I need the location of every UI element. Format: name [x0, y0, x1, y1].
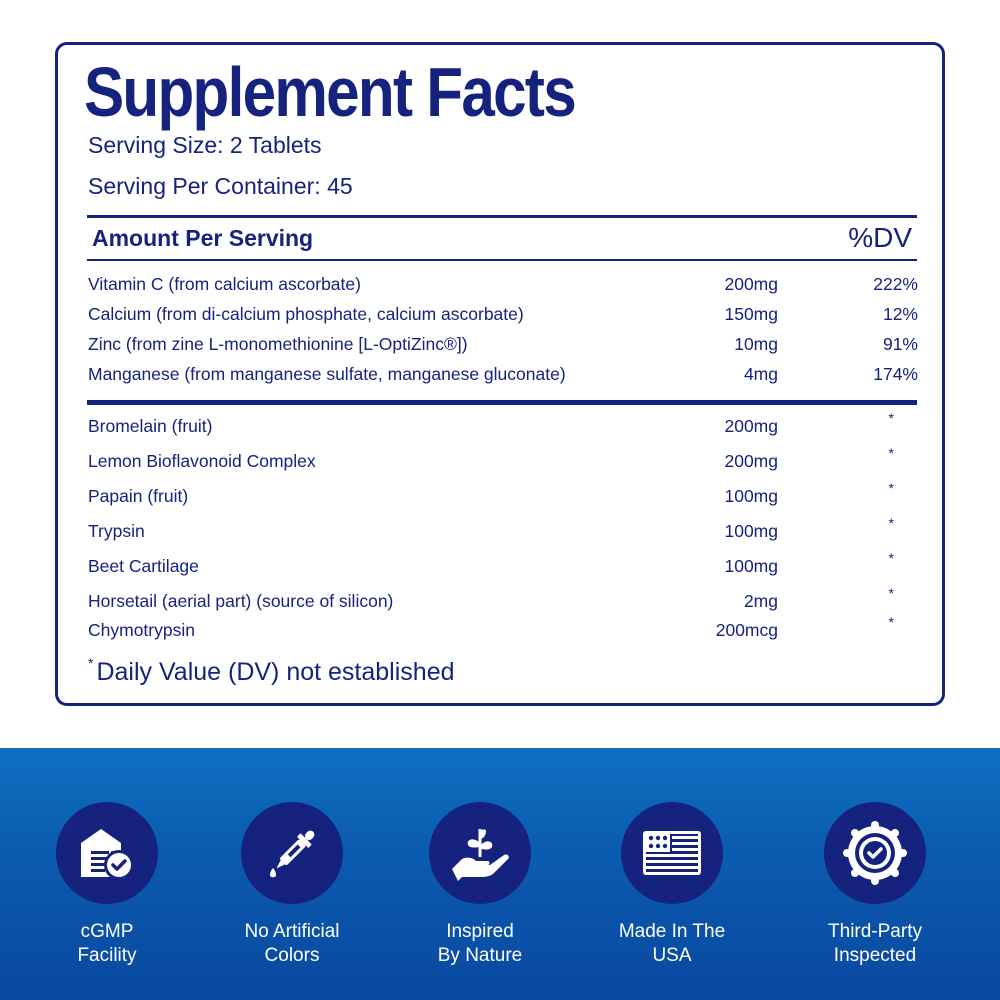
facility-check-icon	[56, 802, 158, 904]
ingredient-name: Bromelain (fruit)	[88, 416, 213, 436]
ingredient-name: Chymotrypsin	[88, 620, 195, 640]
table-row: Calcium (from di-calcium phosphate, calc…	[88, 301, 918, 327]
badge-caption: No Artificial Colors	[244, 921, 340, 966]
supplement-facts-panel: Supplement Facts Serving Size: 2 Tablets…	[55, 42, 945, 706]
ingredient-amount: 100mg	[724, 486, 778, 506]
ingredient-name: Papain (fruit)	[88, 486, 189, 506]
footnote: * Daily Value (DV) not established	[88, 655, 455, 690]
ingredient-amount: 10mg	[734, 334, 778, 354]
table-row: Chymotrypsin 200mcg *	[88, 614, 918, 643]
usa-flag-icon	[621, 802, 723, 904]
badge-no-artificial-colors: No Artificial Colors	[212, 802, 372, 968]
footnote-marker: *	[88, 655, 94, 671]
dv-not-established-marker: *	[888, 614, 894, 630]
thick-divider	[87, 400, 917, 405]
table-row: Trypsin 100mg *	[88, 515, 918, 544]
ingredient-amount: 100mg	[724, 521, 778, 541]
divider	[87, 259, 917, 261]
seal-check-icon	[824, 802, 926, 904]
ingredient-amount: 4mg	[743, 364, 778, 384]
divider	[87, 215, 917, 218]
table-row: Bromelain (fruit) 200mg *	[88, 410, 918, 439]
badge-inspired-by-nature: Inspired By Nature	[400, 802, 560, 968]
badge-caption: Third-Party Inspected	[828, 921, 922, 966]
ingredient-amount: 150mg	[724, 304, 778, 324]
ingredient-name: Vitamin C (from calcium ascorbate)	[88, 274, 361, 294]
servings-per-container: Serving Per Container: 45	[88, 173, 353, 199]
badge-cgmp-facility: cGMP Facility	[27, 802, 187, 968]
table-row: Papain (fruit) 100mg *	[88, 480, 918, 509]
table-row: Beet Cartilage 100mg *	[88, 550, 918, 579]
ingredient-name: Manganese (from manganese sulfate, manga…	[88, 364, 566, 384]
ingredient-name: Trypsin	[88, 521, 145, 541]
ingredient-dv: 174%	[873, 364, 918, 384]
dv-not-established-marker: *	[888, 550, 894, 566]
dv-not-established-marker: *	[888, 445, 894, 461]
ingredient-amount: 200mcg	[715, 620, 778, 640]
ingredient-name: Calcium (from di-calcium phosphate, calc…	[88, 304, 524, 324]
table-row: Horsetail (aerial part) (source of silic…	[88, 585, 918, 614]
ingredient-dv: 12%	[882, 304, 918, 324]
ingredient-dv: 222%	[873, 274, 918, 294]
amount-per-serving-header: Amount Per Serving	[92, 225, 314, 251]
ingredient-amount: 200mg	[724, 274, 778, 294]
panel-title: Supplement Facts	[84, 53, 577, 131]
ingredient-amount: 200mg	[724, 451, 778, 471]
dv-not-established-marker: *	[888, 585, 894, 601]
ingredient-amount: 100mg	[724, 556, 778, 576]
ingredient-dv: 91%	[882, 334, 918, 354]
dropper-icon	[241, 802, 343, 904]
badge-caption: cGMP Facility	[77, 921, 137, 966]
badge-caption: Inspired By Nature	[437, 921, 523, 966]
dv-not-established-marker: *	[888, 480, 894, 496]
ingredient-amount: 200mg	[724, 416, 778, 436]
ingredient-name: Beet Cartilage	[88, 556, 199, 576]
table-row: Lemon Bioflavonoid Complex 200mg *	[88, 445, 918, 474]
ingredient-amount: 2mg	[743, 591, 778, 611]
badge-made-in-usa: Made In The USA	[592, 802, 752, 968]
badge-third-party-inspected: Third-Party Inspected	[795, 802, 955, 968]
dv-header: %DV	[848, 222, 912, 253]
ingredient-name: Lemon Bioflavonoid Complex	[88, 451, 316, 471]
features-band: cGMP Facility No Artificial Colors	[0, 748, 1000, 1000]
badge-caption: Made In The USA	[618, 921, 726, 966]
table-row: Manganese (from manganese sulfate, manga…	[88, 361, 918, 387]
serving-size: Serving Size: 2 Tablets	[88, 132, 322, 158]
table-row: Zinc (from zine L-monomethionine [L-Opti…	[88, 331, 918, 357]
ingredient-name: Horsetail (aerial part) (source of silic…	[88, 591, 394, 611]
ingredient-name: Zinc (from zine L-monomethionine [L-Opti…	[88, 334, 468, 354]
footnote-text: Daily Value (DV) not established	[96, 658, 455, 686]
dv-not-established-marker: *	[888, 515, 894, 531]
dv-not-established-marker: *	[888, 410, 894, 426]
table-row: Vitamin C (from calcium ascorbate) 200mg…	[88, 271, 918, 297]
hand-plant-icon	[429, 802, 531, 904]
